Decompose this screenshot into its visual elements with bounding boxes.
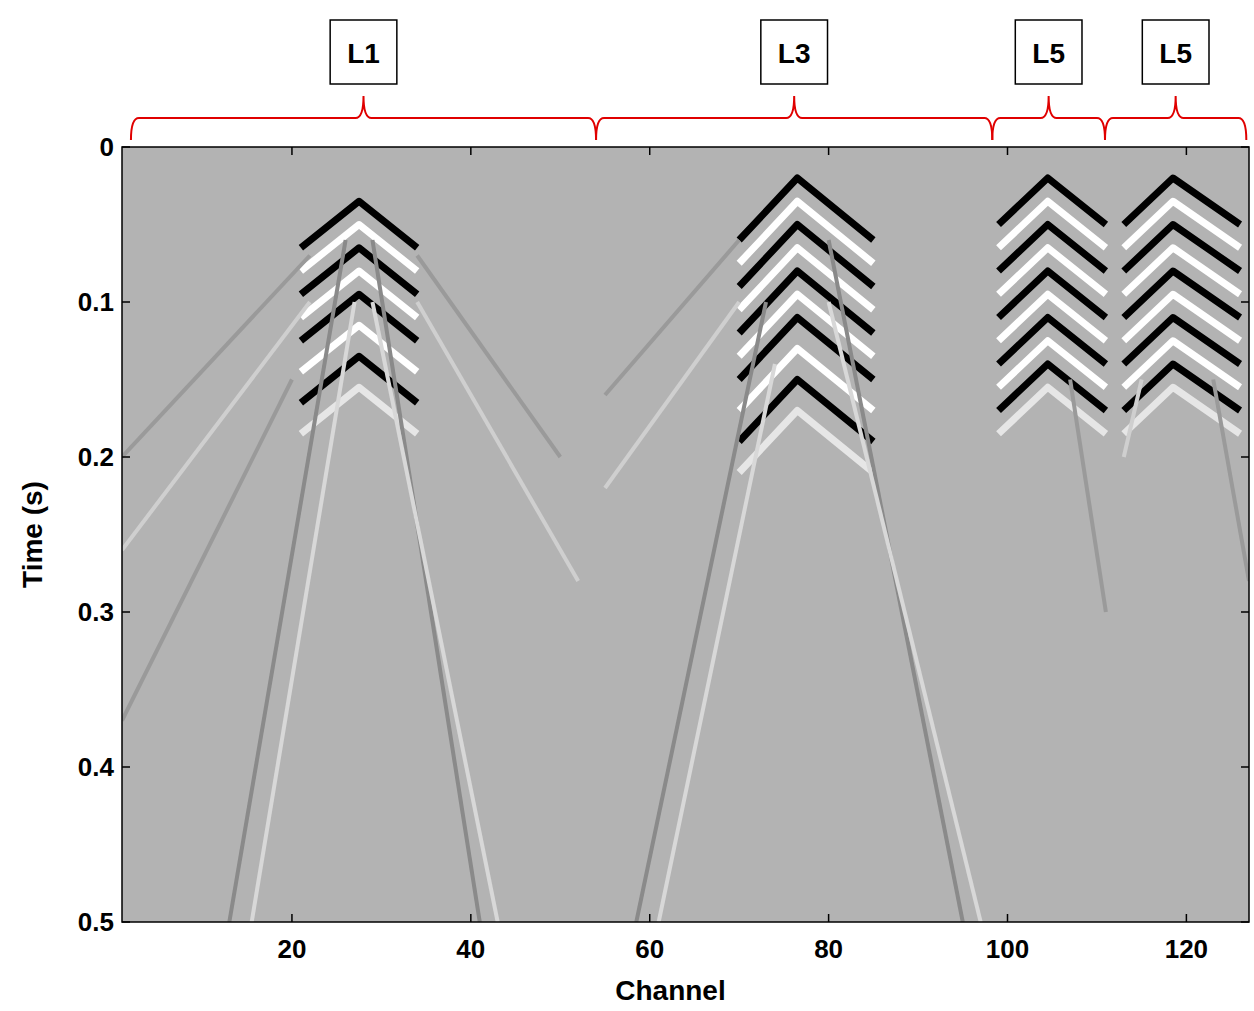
group-label-box [761, 20, 828, 84]
seismic-event [1070, 380, 1106, 613]
x-axis-title: Channel [615, 975, 725, 1006]
y-tick-label: 0.1 [78, 287, 114, 317]
x-tick [828, 914, 830, 922]
seismic-event [229, 240, 345, 922]
x-tick [1186, 914, 1188, 922]
x-tick [291, 914, 293, 922]
y-tick [122, 921, 130, 923]
group-label-box [330, 20, 397, 84]
x-tick [470, 147, 472, 155]
y-tick-label: 0.3 [78, 597, 114, 627]
y-tick-label: 0.5 [78, 907, 114, 937]
group-label: L3 [778, 38, 811, 69]
seismic-event [1124, 271, 1240, 318]
y-tick [1241, 611, 1249, 613]
y-tick [122, 766, 130, 768]
group-bracket [596, 96, 992, 140]
y-tick [1241, 921, 1249, 923]
x-tick [1186, 147, 1188, 155]
y-axis-title: Time (s) [17, 481, 48, 588]
y-tick [122, 146, 130, 148]
x-tick [828, 147, 830, 155]
y-tick [1241, 146, 1249, 148]
y-tick-label: 0.2 [78, 442, 114, 472]
seismic-event [252, 302, 355, 922]
group-label: L5 [1032, 38, 1065, 69]
y-tick [122, 301, 130, 303]
x-tick-label: 80 [814, 934, 843, 964]
x-tick [649, 914, 651, 922]
group-bracket [1105, 96, 1246, 140]
group-bracket [131, 96, 596, 140]
group-label: L5 [1159, 38, 1192, 69]
y-tick-label: 0.4 [78, 752, 115, 782]
seismic-event [1124, 294, 1240, 341]
group-label-box [1015, 20, 1082, 84]
seismic-event [829, 302, 981, 922]
seismic-event [1124, 380, 1142, 458]
seismic-event [1124, 201, 1240, 248]
chart: 20 40 60 80 100 120 0 0.1 0.2 0.3 0.4 0.5 Channel Tim… [0, 0, 1254, 1011]
x-tick-label: 120 [1165, 934, 1208, 964]
group-label: L1 [347, 38, 380, 69]
seismic-event [122, 302, 310, 550]
x-tick [1007, 914, 1009, 922]
x-tick-label: 60 [635, 934, 664, 964]
seismic-event [1124, 178, 1240, 225]
seismic-event [659, 364, 775, 922]
seismic-event [1213, 380, 1249, 582]
seismic-event [1124, 225, 1240, 272]
seismic-event [372, 240, 479, 922]
seismic-event [636, 302, 766, 922]
seismic-event [372, 302, 497, 922]
seismic-event [999, 387, 1106, 434]
plot-frame [122, 147, 1249, 922]
x-tick-label: 20 [277, 934, 306, 964]
x-tick-label: 100 [986, 934, 1029, 964]
plot-area [122, 147, 1249, 922]
x-tick [291, 147, 293, 155]
events [122, 178, 1249, 922]
y-tick [1241, 766, 1249, 768]
y-tick-label: 0 [100, 132, 114, 162]
x-tick [470, 914, 472, 922]
seismic-event [122, 380, 292, 721]
seismic-event [301, 294, 417, 341]
y-tick [1241, 456, 1249, 458]
y-tick [1241, 301, 1249, 303]
x-tick [1007, 147, 1009, 155]
group-label-box [1142, 20, 1209, 84]
x-tick-label: 40 [456, 934, 485, 964]
seismic-event [605, 302, 739, 488]
seismic-event [301, 325, 417, 372]
y-tick [122, 611, 130, 613]
x-tick [649, 147, 651, 155]
group-bracket [992, 96, 1105, 140]
seismic-event [1124, 318, 1240, 365]
seismic-event [1124, 248, 1240, 295]
seismic-event [417, 302, 578, 581]
y-tick [122, 456, 130, 458]
seismic-event [605, 240, 739, 395]
